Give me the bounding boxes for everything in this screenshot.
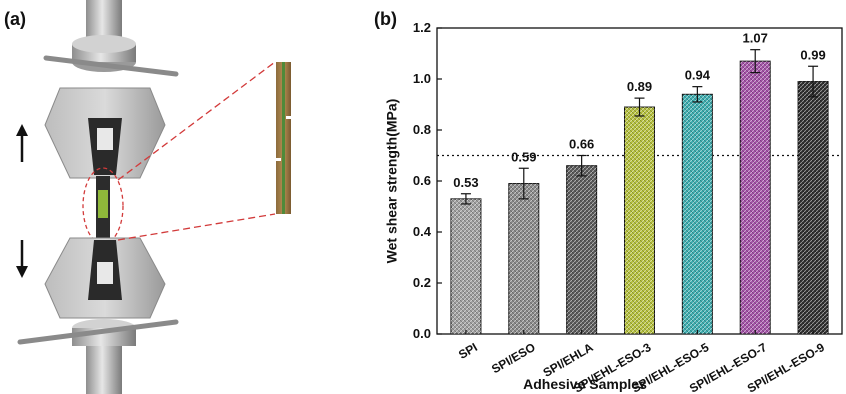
bar-hatch — [624, 107, 655, 334]
bottom-rod — [86, 346, 122, 394]
zoomed-specimen-glue-line — [282, 62, 285, 214]
top-collar-top — [72, 35, 136, 53]
bar-hatch — [566, 165, 597, 334]
y-tick-label: 1.2 — [413, 20, 431, 35]
bar-chart: (b) 0.00.20.40.60.81.01.2 0.530.590.660.… — [374, 9, 843, 394]
x-tick-label: SPI/ESO — [489, 340, 538, 376]
apparatus-illustration: (a) — [4, 0, 291, 394]
lower-grip-insert — [97, 262, 113, 284]
bar-hatch — [740, 61, 771, 335]
zoom-circle — [82, 167, 124, 245]
y-tick-label: 0.8 — [413, 122, 431, 137]
panel-b-label: (b) — [374, 9, 397, 29]
y-tick-label: 1.0 — [413, 71, 431, 86]
y-axis-ticks: 0.0 0.2 0.4 0.6 0.8 1.0 1.2 — [413, 20, 442, 341]
up-arrow-icon — [16, 124, 28, 162]
specimen-bond-area — [98, 190, 108, 218]
panel-a-label: (a) — [4, 9, 26, 29]
zoomed-specimen-notch-bottom — [276, 158, 281, 161]
y-axis-title: Wet shear strength(MPa) — [384, 99, 400, 264]
bottom-pin — [17, 319, 179, 345]
bar-value-label: 0.94 — [685, 68, 711, 83]
x-axis-title: Adhesive Samples — [523, 376, 647, 392]
y-tick-label: 0.4 — [413, 224, 432, 239]
zoomed-specimen-notch-top — [286, 116, 291, 119]
x-tick-label: SPI — [456, 340, 480, 362]
bar-value-label: 1.07 — [743, 31, 768, 46]
bar-value-label: 0.53 — [453, 175, 478, 190]
bar-value-label: 0.66 — [569, 137, 594, 152]
down-arrow-icon — [16, 240, 28, 278]
bar-value-label: 0.59 — [511, 149, 536, 164]
bar-hatch — [450, 198, 481, 334]
bar-hatch — [682, 94, 713, 334]
bar-value-label: 0.99 — [800, 47, 825, 62]
y-tick-label: 0.6 — [413, 173, 431, 188]
y-tick-label: 0.2 — [413, 275, 431, 290]
bars: 0.53 0.59 0.66 0.89 0.94 1.07 0.99 — [450, 31, 829, 335]
bar-hatch — [798, 81, 829, 334]
upper-grip-insert — [97, 128, 113, 150]
y-tick-label: 0.0 — [413, 326, 431, 341]
zoom-line-bottom — [117, 213, 276, 241]
bar-hatch — [508, 183, 539, 334]
top-pin — [43, 55, 179, 77]
bar-value-label: 0.89 — [627, 79, 652, 94]
